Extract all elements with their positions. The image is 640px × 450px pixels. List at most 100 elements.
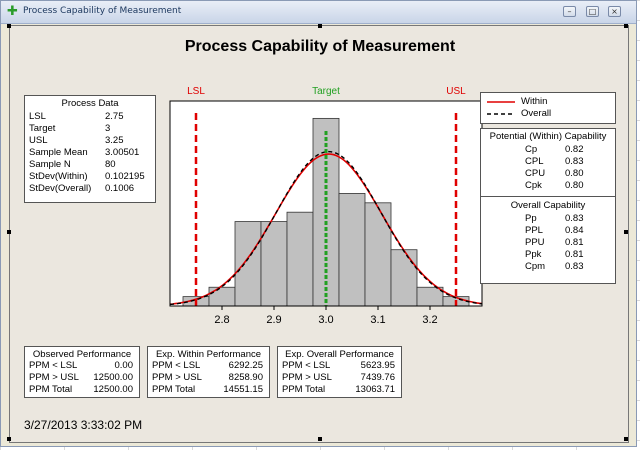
legend-within-label: Within (521, 96, 548, 107)
exp-within-value: 14551.15 (223, 384, 263, 395)
process-data-header: Process Data (61, 98, 119, 109)
observed-value: 0.00 (114, 360, 134, 371)
potential-capability-value: 0.82 (565, 144, 584, 155)
exp-within-value: 6292.25 (228, 360, 263, 371)
histogram-bar (338, 193, 366, 307)
capability-histogram: LSL Target USL 2.8 2.9 3.0 3.1 3.2 (169, 86, 483, 326)
potential-header: Potential (Within) Capability (489, 131, 607, 142)
exp-within-label: PPM < LSL (152, 360, 201, 371)
process-data-value: 0.102195 (105, 171, 145, 182)
chart-title: Process Capability of Measurement (184, 38, 456, 55)
selection-handle[interactable] (7, 437, 11, 441)
selection-handle[interactable] (7, 24, 11, 28)
close-icon[interactable]: × (608, 6, 621, 17)
observed-label: PPM Total (29, 384, 73, 395)
selection-handle[interactable] (318, 24, 322, 28)
overall-curve (169, 150, 483, 306)
graph-app-icon: ✚ (7, 4, 18, 19)
process-data-box: Process Data LSL 2.75 Target 3 USL 3.25 Sample… (24, 95, 156, 203)
histogram-bar (208, 286, 236, 307)
exp-within-value: 8258.90 (228, 372, 263, 383)
exp-within-label: PPM Total (152, 384, 196, 395)
process-data-value: 2.75 (105, 111, 124, 122)
x-tick-label: 2.8 (214, 314, 229, 326)
exp-overall-label: PPM > USL (282, 372, 332, 383)
maximize-icon[interactable]: □ (586, 6, 599, 17)
selection-handle[interactable] (318, 437, 322, 441)
observed-value: 12500.00 (93, 372, 133, 383)
process-data-value: 3.00501 (105, 147, 140, 158)
minimize-icon[interactable]: – (563, 6, 576, 17)
histogram-bar (390, 249, 418, 307)
potential-capability-value: 0.83 (565, 156, 584, 167)
legend-overall-label: Overall (521, 108, 552, 119)
process-data-value: 80 (105, 159, 116, 170)
observed-label: PPM > USL (29, 372, 79, 383)
x-tick-label: 3.1 (370, 314, 385, 326)
observed-performance-box: Observed Performance PPM < LSL 0.00 PPM > … (24, 346, 140, 398)
selection-handle[interactable] (624, 230, 628, 234)
process-data-value: 0.1006 (105, 183, 135, 194)
exp-within-header: Exp. Within Performance (155, 349, 262, 360)
overall-cap-header: Overall Capability (510, 200, 586, 211)
exp-within-performance-box: Exp. Within Performance PPM < LSL 6292.25… (147, 346, 270, 398)
overall-capability-label: PPL (525, 225, 543, 236)
observed-header: Observed Performance (32, 349, 132, 360)
process-data-label: LSL (29, 111, 46, 122)
selection-handle[interactable] (624, 24, 628, 28)
exp-overall-performance-box: Exp. Overall Performance PPM < LSL 5623.9… (277, 346, 402, 398)
process-data-value: 3 (105, 123, 111, 134)
process-data-label: USL (29, 135, 48, 146)
overall-capability-value: 0.83 (565, 213, 584, 224)
timestamp: 3/27/2013 3:33:02 PM (24, 418, 143, 432)
window-titlebar[interactable]: ✚ Process Capability of Measurement – □ … (1, 1, 636, 24)
capability-box: Potential (Within) Capability Cp 0.82 CPL 0… (480, 128, 616, 284)
process-data-label: StDev(Overall) (29, 183, 92, 194)
observed-label: PPM < LSL (29, 360, 78, 371)
selection-handle[interactable] (624, 437, 628, 441)
x-tick-label: 3.0 (318, 314, 333, 326)
target-label: Target (312, 86, 340, 97)
capability-divider (481, 196, 615, 197)
histogram-bar (234, 221, 262, 307)
process-data-label: StDev(Within) (29, 171, 88, 182)
process-data-label: Sample N (29, 159, 71, 170)
exp-overall-value: 13063.71 (355, 384, 395, 395)
observed-value: 12500.00 (93, 384, 133, 395)
histogram-bar (260, 221, 288, 307)
exp-overall-value: 7439.76 (360, 372, 395, 383)
lsl-label: LSL (187, 86, 205, 97)
usl-label: USL (446, 86, 466, 97)
selection-handle[interactable] (7, 230, 11, 234)
potential-capability-label: CPU (525, 168, 546, 179)
exp-overall-label: PPM Total (282, 384, 326, 395)
exp-overall-value: 5623.95 (360, 360, 395, 371)
histogram-bar (364, 202, 392, 307)
potential-capability-label: CPL (525, 156, 544, 167)
histogram-bar (416, 286, 444, 307)
exp-overall-header: Exp. Overall Performance (285, 349, 394, 360)
potential-capability-label: Cp (525, 144, 538, 155)
overall-capability-label: PPU (525, 237, 545, 248)
potential-capability-label: Cpk (525, 180, 542, 191)
overall-capability-value: 0.81 (565, 237, 584, 248)
process-data-label: Sample Mean (29, 147, 88, 158)
legend: Within Overall (480, 92, 616, 124)
overall-capability-value: 0.83 (565, 261, 584, 272)
overall-capability-label: Ppk (525, 249, 542, 260)
within-curve (169, 153, 483, 305)
x-tick-label: 3.2 (422, 314, 437, 326)
overall-capability-value: 0.84 (565, 225, 584, 236)
window-title: Process Capability of Measurement (23, 6, 182, 16)
overall-capability-label: Pp (525, 213, 537, 224)
process-data-value: 3.25 (105, 135, 124, 146)
potential-capability-value: 0.80 (565, 168, 584, 179)
overall-capability-value: 0.81 (565, 249, 584, 260)
histogram-bar (286, 211, 314, 307)
exp-overall-label: PPM < LSL (282, 360, 331, 371)
process-data-label: Target (29, 123, 56, 134)
potential-capability-value: 0.80 (565, 180, 584, 191)
exp-within-label: PPM > USL (152, 372, 202, 383)
graph-area[interactable]: Process Capability of Measurement LSL Tar… (7, 24, 629, 443)
